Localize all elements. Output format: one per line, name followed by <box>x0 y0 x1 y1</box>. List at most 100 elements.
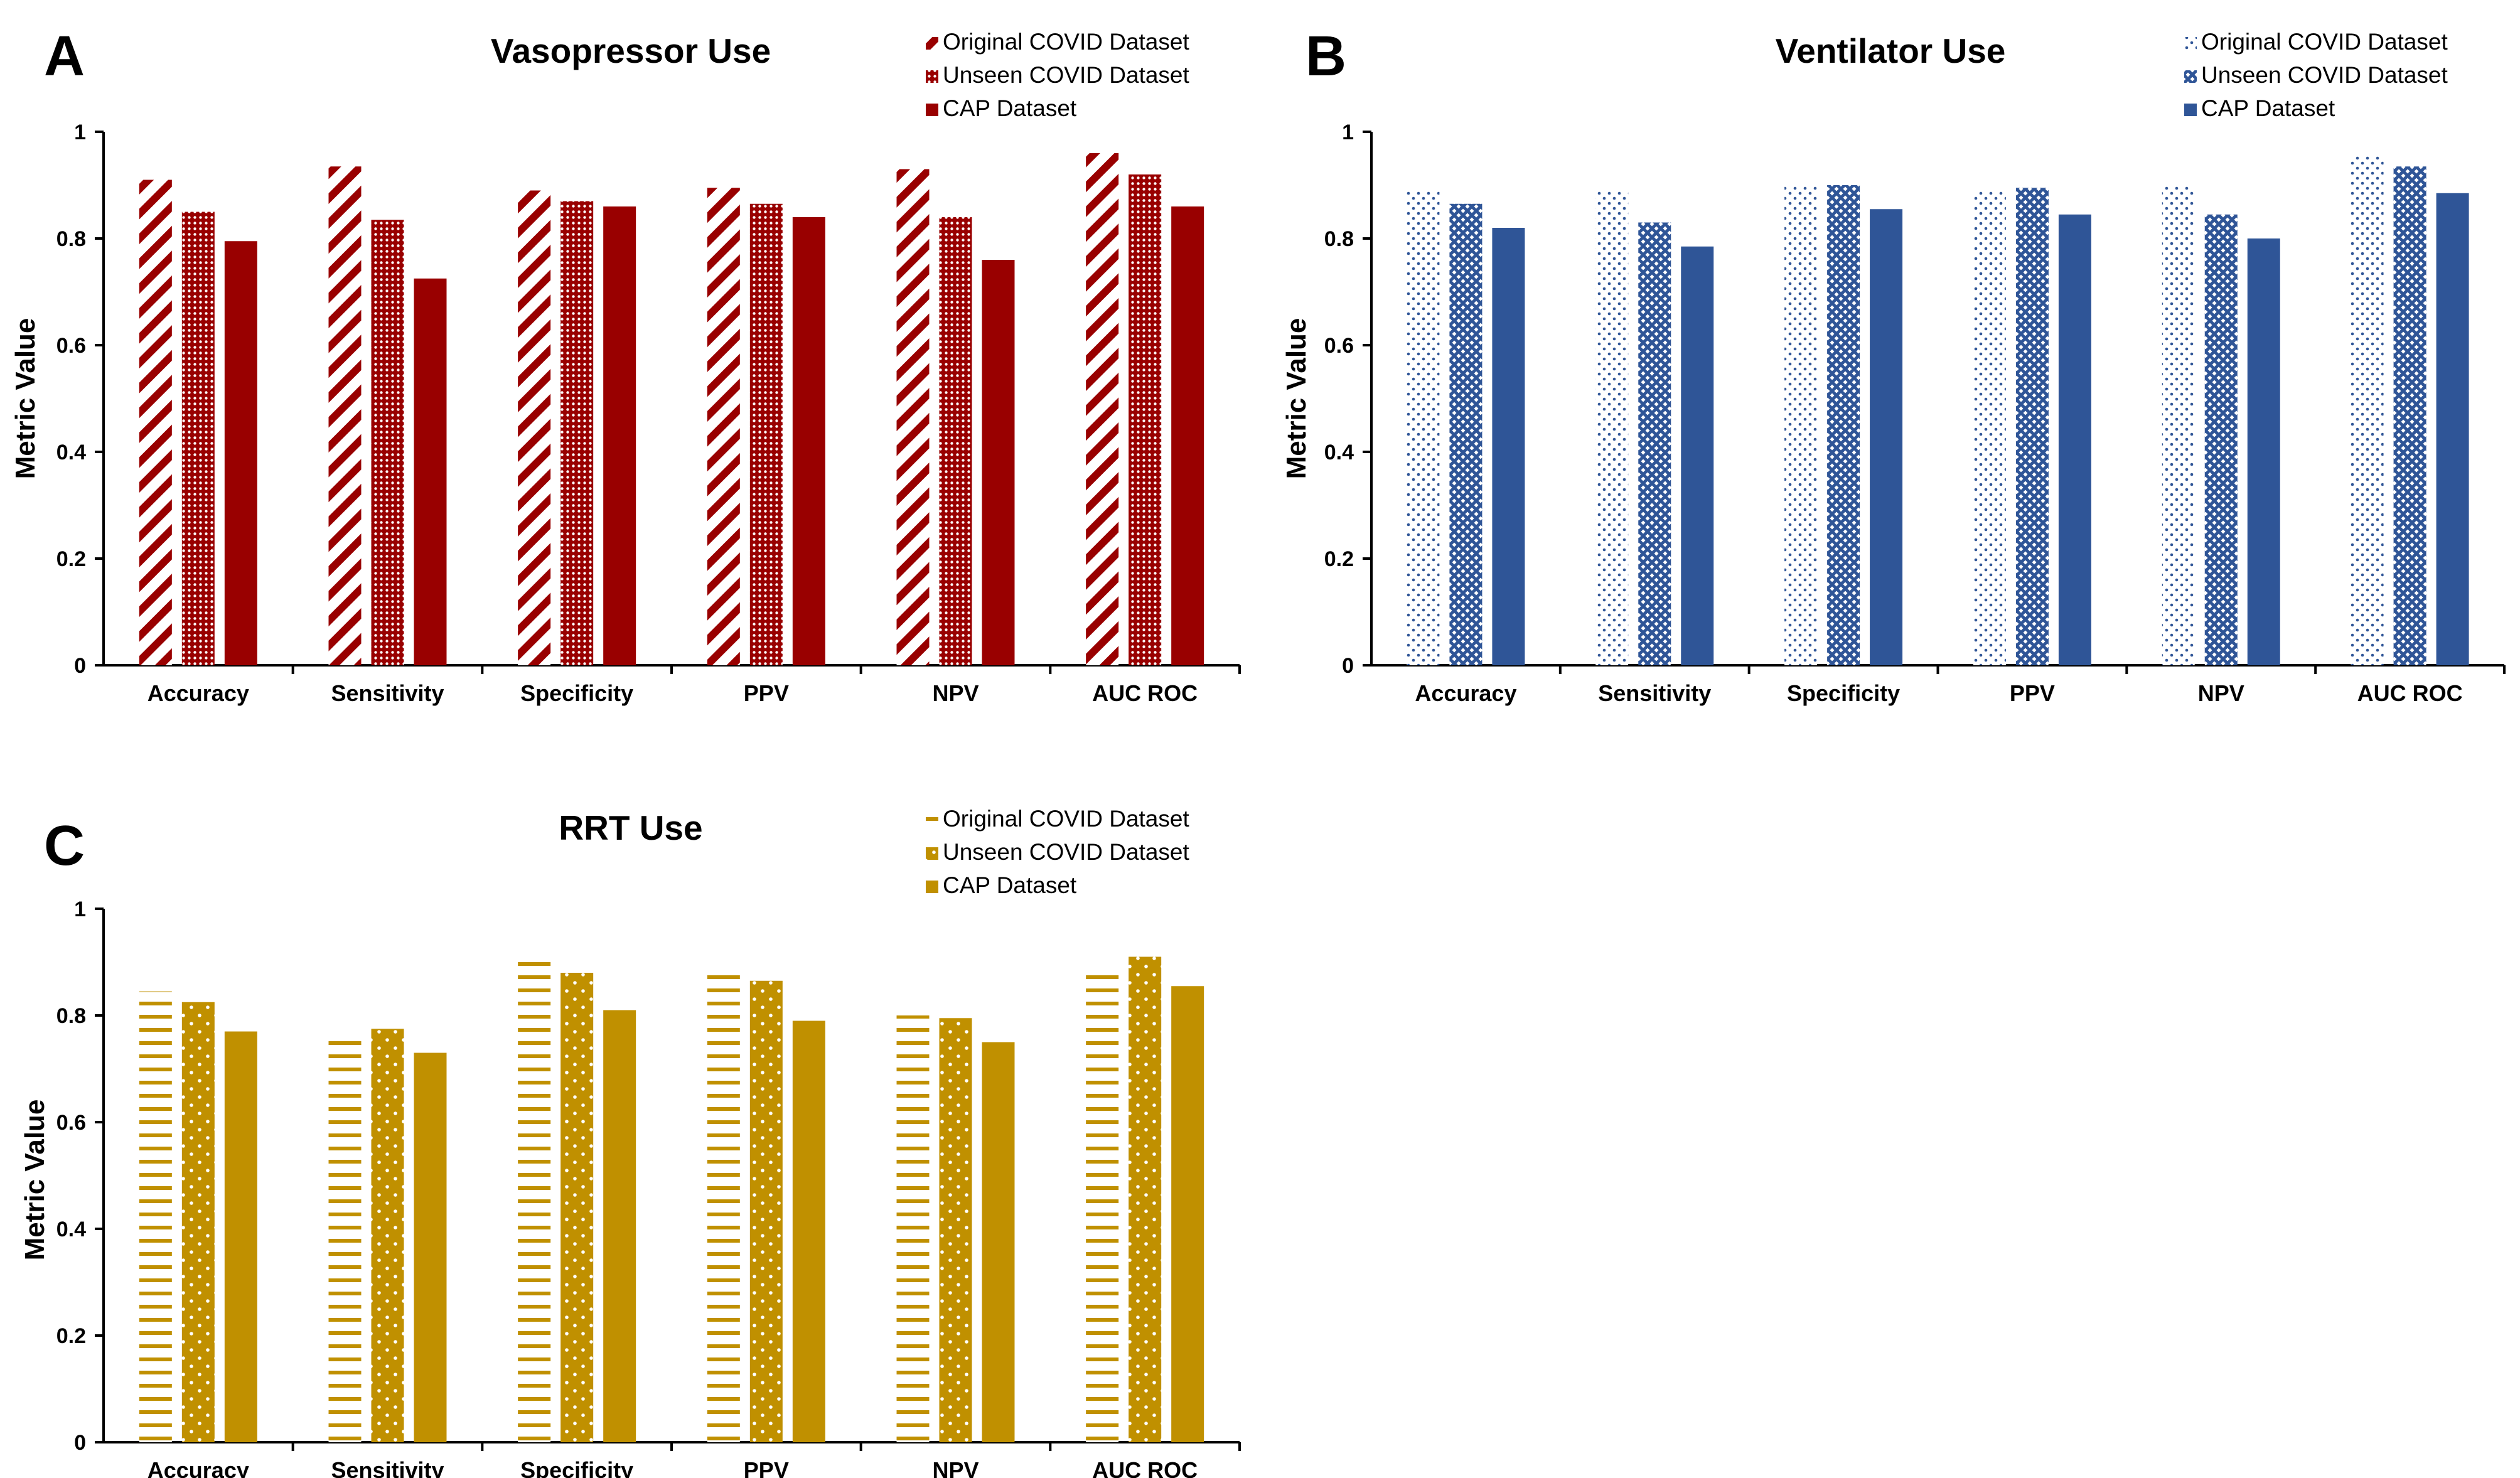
legend-label-cap-dataset: CAP Dataset <box>943 95 1077 121</box>
y-tick-label: 0.8 <box>1324 227 1354 251</box>
chart-title: Vasopressor Use <box>491 31 771 70</box>
bar-cap-dataset-accuracy <box>224 1031 257 1442</box>
legend-label-unseen-covid-dataset: Unseen COVID Dataset <box>2201 62 2448 88</box>
panel-letter: C <box>44 815 85 877</box>
bar-unseen-covid-dataset-auc-roc <box>1129 174 1162 665</box>
panel-letter: B <box>1306 25 1346 88</box>
panel-b: B Ventilator Use Metric Value 0 0.2 0.4 0.6 0.8… <box>1281 25 2506 706</box>
y-tick-label: 1 <box>74 120 86 144</box>
legend-swatch-cap-dataset <box>926 104 938 116</box>
bar-original-covid-dataset-specificity <box>518 190 551 665</box>
y-tick-label: 0.8 <box>56 1004 86 1028</box>
x-tick-label: Accuracy <box>147 1457 249 1478</box>
x-tick-label: Sensitivity <box>331 1457 444 1478</box>
bar-cap-dataset-ppv <box>2058 214 2091 665</box>
bar-unseen-covid-dataset-ppv <box>749 203 783 665</box>
bar-unseen-covid-dataset-auc-roc <box>2393 166 2426 665</box>
y-tick-label: 0.4 <box>56 441 86 464</box>
legend-label-original-covid-dataset: Original COVID Dataset <box>2201 29 2448 55</box>
bar-original-covid-dataset-sensitivity <box>328 166 362 665</box>
legend-swatch-original-covid-dataset <box>926 37 938 50</box>
legend-swatch-cap-dataset <box>926 881 938 893</box>
bar-unseen-covid-dataset-ppv <box>749 980 783 1442</box>
bar-unseen-covid-dataset-accuracy <box>1449 203 1483 665</box>
y-tick-label: 0.4 <box>1324 441 1354 464</box>
bar-original-covid-dataset-auc-roc <box>2351 156 2384 665</box>
legend-swatch-original-covid-dataset <box>926 814 938 827</box>
x-tick-label: PPV <box>744 1457 789 1478</box>
bar-cap-dataset-npv <box>2247 238 2280 665</box>
bar-original-covid-dataset-sensitivity <box>1595 190 1629 665</box>
x-tick-label: Accuracy <box>1415 680 1516 706</box>
x-tick-label: Sensitivity <box>331 680 444 706</box>
legend-label-cap-dataset: CAP Dataset <box>943 872 1077 898</box>
x-tick-label: AUC ROC <box>1092 680 1198 706</box>
x-tick-label: AUC ROC <box>1092 1457 1198 1478</box>
bar-unseen-covid-dataset-npv <box>939 1018 972 1442</box>
bar-unseen-covid-dataset-accuracy <box>181 1002 215 1442</box>
x-tick-label: Accuracy <box>147 680 249 706</box>
x-tick-label: PPV <box>2010 680 2055 706</box>
x-tick-label: Sensitivity <box>1598 680 1711 706</box>
panel-letter: A <box>44 25 85 88</box>
x-tick-label: AUC ROC <box>2357 680 2463 706</box>
legend-swatch-original-covid-dataset <box>2184 37 2197 50</box>
y-axis-label: Metric Value <box>10 318 41 479</box>
y-tick-label: 1 <box>1342 120 1354 144</box>
chart-title: Ventilator Use <box>1776 31 2006 70</box>
x-tick-label: NPV <box>2198 680 2244 706</box>
y-tick-label: 0 <box>1342 654 1354 678</box>
panel-c: C RRT Use Metric Value 0 0.2 0.4 0.6 0.8 1 Accura… <box>19 806 1241 1478</box>
y-tick-label: 0.2 <box>1324 547 1354 571</box>
y-tick-label: 0.2 <box>56 1324 86 1348</box>
bar-unseen-covid-dataset-ppv <box>2015 188 2049 665</box>
legend-swatch-unseen-covid-dataset <box>926 847 938 860</box>
bar-unseen-covid-dataset-specificity <box>560 201 594 665</box>
bar-unseen-covid-dataset-npv <box>2204 214 2238 665</box>
chart-title: RRT Use <box>559 808 702 847</box>
bar-unseen-covid-dataset-auc-roc <box>1129 956 1162 1442</box>
bar-cap-dataset-auc-roc <box>1171 986 1204 1442</box>
legend-label-unseen-covid-dataset: Unseen COVID Dataset <box>943 839 1190 865</box>
x-tick-label: PPV <box>744 680 789 706</box>
bar-cap-dataset-specificity <box>603 1010 636 1442</box>
bar-cap-dataset-ppv <box>792 1020 825 1442</box>
y-tick-label: 1 <box>74 897 86 921</box>
y-tick-label: 0.6 <box>56 334 86 358</box>
legend-swatch-unseen-covid-dataset <box>2184 70 2197 83</box>
bar-original-covid-dataset-accuracy <box>139 991 172 1442</box>
bar-cap-dataset-sensitivity <box>414 1052 447 1442</box>
bar-unseen-covid-dataset-specificity <box>1827 185 1860 665</box>
y-tick-label: 0.8 <box>56 227 86 251</box>
bar-cap-dataset-auc-roc <box>1171 206 1204 665</box>
legend-swatch-unseen-covid-dataset <box>926 70 938 83</box>
bar-cap-dataset-sensitivity <box>414 278 447 665</box>
bar-unseen-covid-dataset-accuracy <box>181 212 215 665</box>
bar-original-covid-dataset-ppv <box>707 188 740 665</box>
bar-original-covid-dataset-accuracy <box>1407 190 1440 665</box>
y-tick-label: 0.6 <box>56 1111 86 1135</box>
y-tick-label: 0.2 <box>56 547 86 571</box>
x-tick-label: NPV <box>932 680 979 706</box>
bar-cap-dataset-npv <box>982 1042 1015 1442</box>
bar-original-covid-dataset-ppv <box>1973 190 2006 665</box>
y-axis-label: Metric Value <box>19 1100 50 1261</box>
bar-cap-dataset-accuracy <box>224 241 257 665</box>
bar-unseen-covid-dataset-specificity <box>560 973 594 1442</box>
bar-unseen-covid-dataset-sensitivity <box>1638 222 1671 665</box>
y-tick-label: 0 <box>74 1431 86 1455</box>
legend-label-original-covid-dataset: Original COVID Dataset <box>943 806 1189 832</box>
y-axis-label: Metric Value <box>1281 318 1312 479</box>
bar-cap-dataset-accuracy <box>1492 228 1525 665</box>
x-tick-label: Specificity <box>520 1457 633 1478</box>
y-tick-label: 0 <box>74 654 86 678</box>
bar-cap-dataset-specificity <box>603 206 636 665</box>
bar-original-covid-dataset-auc-roc <box>1086 967 1119 1442</box>
bar-cap-dataset-specificity <box>1870 209 1903 665</box>
y-tick-label: 0.6 <box>1324 334 1354 358</box>
bar-original-covid-dataset-specificity <box>518 956 551 1442</box>
x-tick-label: Specificity <box>1787 680 1900 706</box>
bar-cap-dataset-npv <box>982 260 1015 665</box>
legend-label-unseen-covid-dataset: Unseen COVID Dataset <box>943 62 1190 88</box>
